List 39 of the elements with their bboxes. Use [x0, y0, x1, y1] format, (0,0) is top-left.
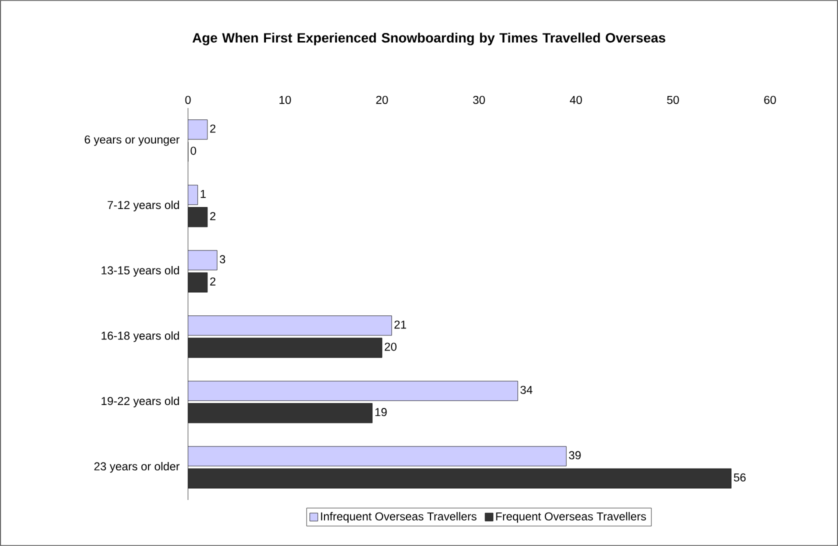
y-tick-label: 23 years or older [94, 462, 180, 473]
y-tick-label: 6 years or younger [84, 135, 180, 146]
data-label: 20 [384, 342, 396, 351]
x-tick-label: 60 [764, 96, 776, 104]
legend-label: Frequent Overseas Travellers [496, 512, 646, 523]
bar [188, 446, 567, 466]
x-tick-label: 40 [570, 96, 582, 104]
bar [188, 380, 518, 401]
data-label: 19 [375, 408, 387, 416]
data-label: 34 [520, 386, 532, 394]
data-label: 2 [210, 212, 216, 220]
data-label: 1 [200, 190, 206, 198]
y-tick-label: 7-12 years old [108, 200, 179, 212]
bar [188, 468, 732, 488]
y-tick-label: 19-22 years old [102, 396, 179, 408]
bar [188, 120, 208, 140]
bar [188, 403, 372, 424]
data-label: 3 [220, 255, 226, 264]
bar [188, 272, 208, 292]
data-label: 2 [210, 277, 216, 286]
bar [188, 207, 208, 228]
legend-label: Infrequent Overseas Travellers [321, 512, 476, 523]
bar [188, 250, 218, 270]
bar [188, 338, 382, 358]
data-label: 2 [210, 124, 216, 133]
x-tick-label: 10 [280, 96, 291, 104]
y-tick-label: 16-18 years old [102, 331, 179, 342]
x-tick-label: 50 [667, 96, 679, 104]
data-label: 39 [568, 451, 581, 460]
chart-title: Age When First Experienced Snowboarding by Times Travelled Overseas [192, 32, 666, 46]
bar [188, 316, 392, 336]
data-label: 21 [394, 320, 406, 329]
x-tick-label: 30 [473, 96, 485, 104]
data-label: 56 [734, 473, 746, 482]
x-tick-label: 0 [185, 96, 191, 104]
data-label: 0 [190, 146, 196, 155]
bar [188, 185, 198, 205]
y-tick-label: 13-15 years old [102, 266, 179, 277]
x-tick-label: 20 [376, 96, 388, 104]
